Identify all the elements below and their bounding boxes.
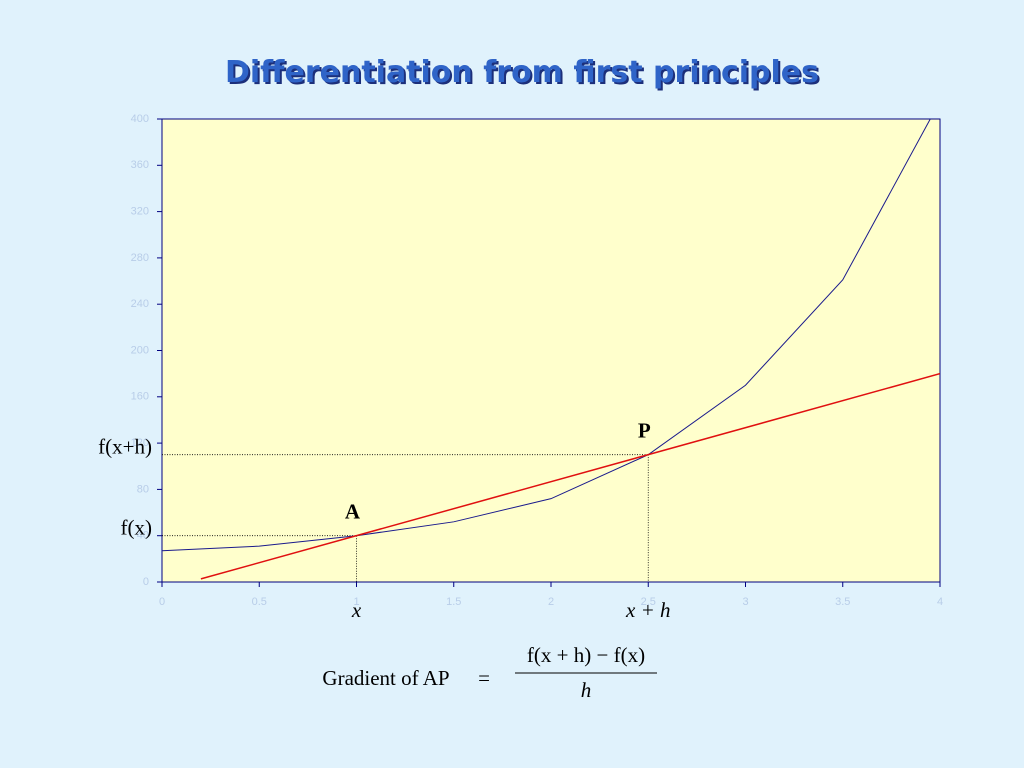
y-tick-label: 240 bbox=[131, 298, 149, 310]
y-tick-label: 160 bbox=[131, 391, 149, 403]
y-marker-label: f(x) bbox=[121, 516, 152, 540]
formula-numerator: f(x + h) − f(x) bbox=[527, 643, 645, 667]
y-marker-label: f(x+h) bbox=[98, 434, 152, 458]
x-tick-label: 0.5 bbox=[252, 596, 267, 608]
point-label: A bbox=[345, 500, 361, 524]
y-tick-label: 200 bbox=[131, 344, 149, 356]
x-tick-label: 4 bbox=[937, 596, 943, 608]
formula-eq: = bbox=[478, 666, 490, 690]
x-tick-label: 1.5 bbox=[446, 596, 461, 608]
x-tick-label: 3 bbox=[742, 596, 748, 608]
x-tick-label: 3.5 bbox=[835, 596, 850, 608]
x-tick-label: 0 bbox=[159, 596, 165, 608]
x-tick-label: 1 bbox=[353, 596, 359, 608]
series-line bbox=[162, 119, 931, 552]
x-marker-label: x + h bbox=[625, 598, 671, 622]
plot-area bbox=[161, 118, 941, 583]
y-tick-label: 120 bbox=[131, 437, 149, 449]
x-tick-label: 2.5 bbox=[641, 596, 656, 608]
y-tick-label: 40 bbox=[137, 530, 149, 542]
y-tick-label: 280 bbox=[131, 252, 149, 264]
title-shadow: Differentiation from first principles bbox=[227, 57, 821, 92]
x-marker-label: x bbox=[351, 598, 362, 622]
x-tick-label: 2 bbox=[548, 596, 554, 608]
point-label: P bbox=[638, 418, 651, 442]
series-line bbox=[200, 372, 940, 580]
chart-title: Differentiation from first principles bbox=[225, 55, 819, 90]
formula-lhs: Gradient of AP bbox=[322, 666, 449, 690]
y-tick-label: 400 bbox=[131, 113, 149, 125]
y-tick-label: 0 bbox=[143, 576, 149, 588]
y-tick-label: 320 bbox=[131, 206, 149, 218]
y-tick-label: 80 bbox=[137, 483, 149, 495]
y-tick-label: 360 bbox=[131, 159, 149, 171]
formula-denominator: h bbox=[581, 678, 592, 702]
